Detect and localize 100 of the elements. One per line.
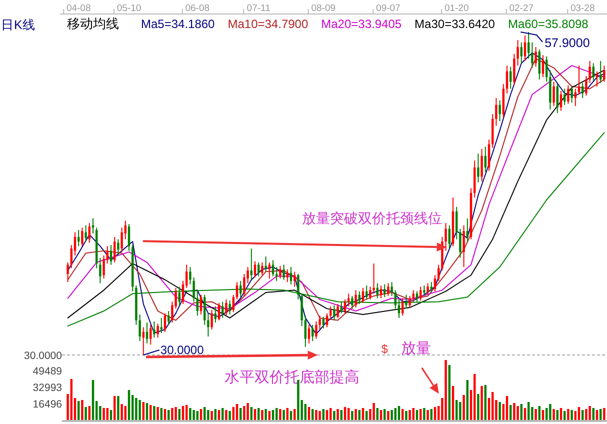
bar <box>336 409 339 420</box>
candlestick <box>146 322 148 344</box>
bar <box>354 409 357 420</box>
candlestick <box>308 324 310 344</box>
bar <box>588 406 591 420</box>
candlestick <box>376 282 379 299</box>
candlestick <box>192 276 195 302</box>
candlestick <box>99 257 102 284</box>
candlestick <box>167 310 170 326</box>
candlestick <box>189 266 192 285</box>
bar <box>524 408 526 420</box>
candlestick <box>243 273 246 296</box>
candlestick <box>102 254 105 280</box>
bar <box>308 407 310 420</box>
bar <box>556 410 559 420</box>
bar <box>416 410 418 420</box>
candlestick <box>560 90 562 112</box>
bar <box>243 406 246 420</box>
bar <box>423 408 426 420</box>
candlestick <box>117 238 120 256</box>
candlestick <box>84 224 87 242</box>
bar <box>257 408 260 420</box>
bar <box>135 398 138 420</box>
x-tick-label: 06-08 <box>185 3 210 14</box>
bar <box>102 408 105 420</box>
candlestick <box>138 314 141 342</box>
bar <box>268 411 271 420</box>
annotation: 57.9000 <box>544 36 590 50</box>
bar <box>570 410 573 420</box>
bar <box>473 374 476 420</box>
bar <box>383 409 386 420</box>
candlestick <box>581 82 584 98</box>
candlestick <box>153 320 156 338</box>
bar <box>207 410 210 420</box>
bar <box>120 404 123 420</box>
x-tick-label: 04-08 <box>66 3 91 14</box>
candlestick <box>412 290 415 302</box>
bar <box>279 409 282 420</box>
candlestick <box>405 294 408 310</box>
candlestick <box>416 290 418 302</box>
bar <box>380 410 382 420</box>
bar <box>286 408 289 420</box>
bar <box>419 409 422 420</box>
bar <box>498 402 501 420</box>
bar <box>232 407 235 420</box>
bar <box>264 409 267 420</box>
bar <box>480 386 483 420</box>
bar <box>599 409 602 420</box>
bar <box>578 407 580 420</box>
bar <box>520 404 523 420</box>
bar <box>322 409 325 420</box>
bar <box>549 404 552 420</box>
bar <box>372 403 375 420</box>
candlestick <box>531 42 534 68</box>
candlestick <box>272 260 274 277</box>
candlestick <box>232 294 235 313</box>
bar <box>509 405 512 420</box>
candlestick <box>516 40 519 66</box>
bar <box>484 385 487 420</box>
bar <box>574 411 577 420</box>
x-tick-label: 07-11 <box>246 3 270 14</box>
candlestick <box>401 298 404 316</box>
candlestick <box>556 84 559 114</box>
bar <box>117 396 120 420</box>
candlestick <box>434 274 436 292</box>
bar <box>592 408 595 420</box>
annotation: 放量突破双价托颈线位 <box>302 210 442 226</box>
candlestick <box>293 271 296 288</box>
candlestick <box>326 312 328 328</box>
candlestick <box>203 294 206 326</box>
bar <box>326 410 328 420</box>
candlestick <box>513 53 516 86</box>
candlestick <box>160 317 163 334</box>
bar <box>203 407 206 420</box>
candlestick <box>462 224 465 268</box>
bar <box>246 403 249 420</box>
candlestick <box>218 302 220 321</box>
bar <box>466 380 469 420</box>
bar <box>563 411 566 420</box>
candlestick <box>336 304 339 318</box>
bar <box>434 407 436 420</box>
bar <box>92 380 94 420</box>
candlestick <box>459 228 462 258</box>
bar <box>459 402 462 420</box>
candlestick <box>351 295 354 310</box>
bar <box>225 410 228 420</box>
bar <box>448 365 451 420</box>
bar <box>254 409 256 420</box>
candlestick <box>603 65 606 82</box>
bar <box>516 406 519 420</box>
candlestick <box>423 285 426 296</box>
x-tick-label: 01-20 <box>444 3 469 14</box>
candlestick <box>268 262 271 280</box>
bar <box>333 411 336 420</box>
candlestick <box>408 295 411 308</box>
bar <box>408 410 411 420</box>
bar <box>128 390 130 420</box>
bar <box>398 406 400 420</box>
x-tick-label: 09-07 <box>376 3 400 14</box>
candlestick <box>254 260 256 278</box>
